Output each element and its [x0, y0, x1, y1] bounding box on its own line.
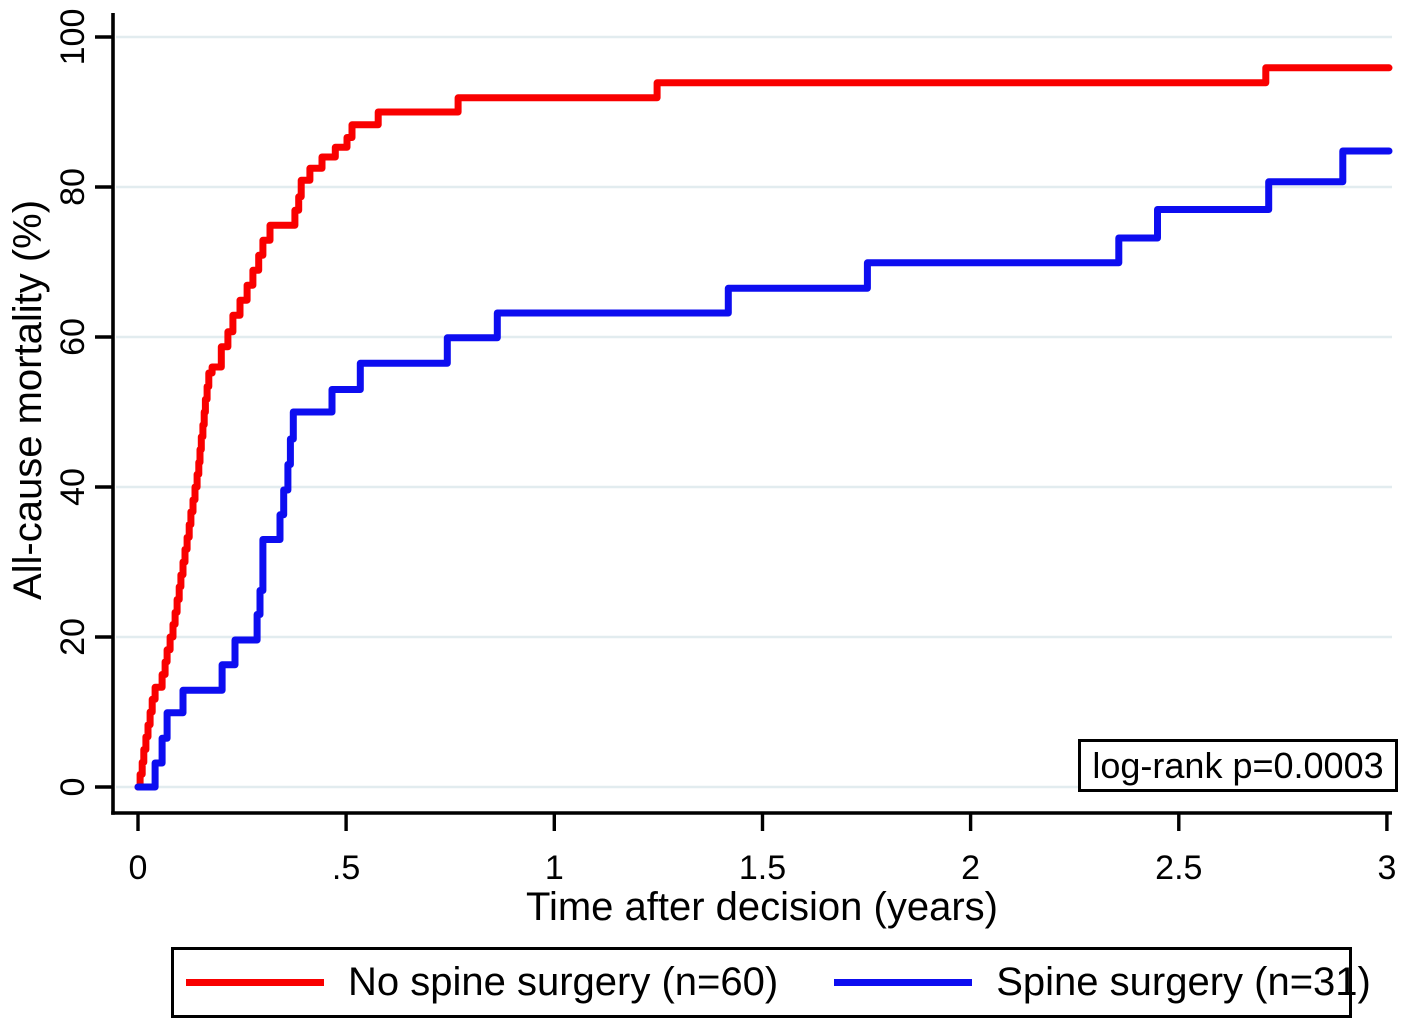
x-tick-label: 0 [129, 849, 148, 887]
legend-swatch-red-line [186, 979, 324, 986]
y-axis-title: All-cause mortality (%) [6, 199, 50, 601]
spine-surgery-curve [134, 147, 1393, 791]
x-axis-title: Time after decision (years) [526, 885, 998, 929]
legend-label: No spine surgery (n=60) [348, 960, 779, 1004]
x-tick-label: 2.5 [1155, 849, 1202, 887]
y-tick-label: 100 [54, 9, 92, 66]
logrank-annotation-text: log-rank p=0.0003 [1092, 744, 1384, 786]
legend-item-spine-surgery: Spine surgery (n=31) [834, 960, 1371, 1005]
logrank-annotation-box: log-rank p=0.0003 [1078, 739, 1398, 792]
y-tick-label: 80 [54, 168, 92, 206]
no-spine-surgery-curve [134, 64, 1393, 791]
y-tick-label: 40 [54, 468, 92, 506]
legend-swatch-blue-line [834, 979, 973, 986]
x-tick-label: 3 [1377, 849, 1396, 887]
x-tick-label: 1 [545, 849, 564, 887]
legend-label: Spine surgery (n=31) [996, 960, 1371, 1004]
x-tick-label: .5 [332, 849, 360, 887]
y-tick-label: 20 [54, 618, 92, 656]
legend: No spine surgery (n=60) Spine surgery (n… [171, 947, 1371, 1018]
x-tick-label: 2 [961, 849, 980, 887]
y-tick-label: 60 [54, 318, 92, 356]
y-tick-label: 0 [54, 778, 92, 797]
x-tick-label: 1.5 [739, 849, 786, 887]
legend-item-no-spine-surgery: No spine surgery (n=60) [174, 960, 778, 1005]
